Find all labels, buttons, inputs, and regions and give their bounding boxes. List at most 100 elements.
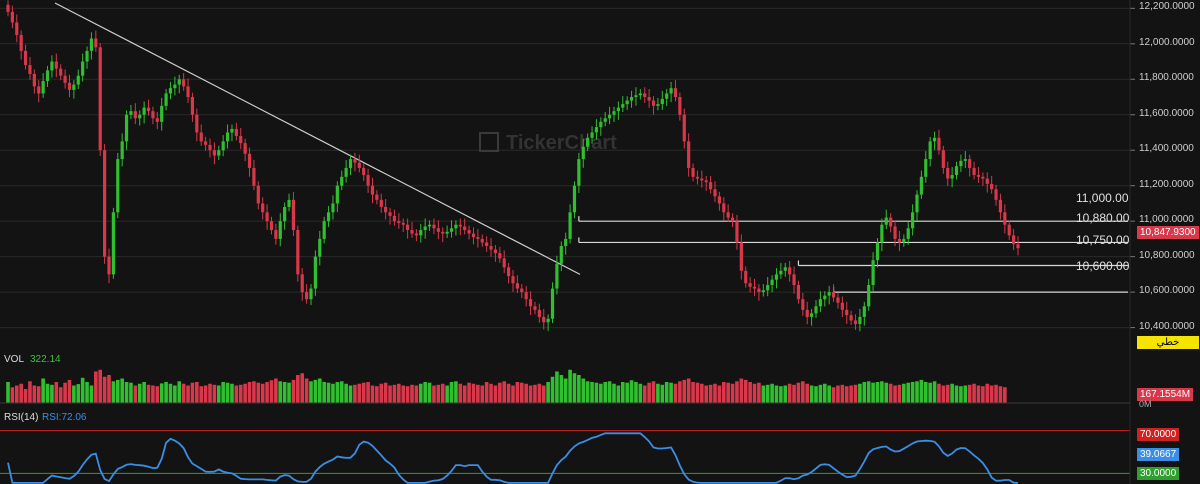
volume-bar: [704, 385, 709, 403]
volume-bar: [190, 382, 195, 403]
volume-bar: [607, 381, 612, 403]
level-label-11000: 11,000.00: [1076, 191, 1129, 205]
volume-bar: [726, 382, 730, 403]
volume-bar: [186, 385, 190, 403]
volume-bar: [805, 383, 810, 403]
candle-down: [493, 249, 498, 254]
volume-bar: [317, 378, 322, 403]
volume-bar: [410, 384, 414, 403]
volume-bar: [304, 378, 309, 403]
volume-bar: [818, 384, 823, 403]
volume-bar: [94, 371, 98, 403]
volume-bar: [348, 385, 353, 403]
volume-bar: [533, 384, 537, 403]
volume-bar: [462, 385, 467, 403]
horizontal-levels[interactable]: [578, 216, 1128, 293]
candle-down: [1016, 244, 1020, 249]
candle-down: [366, 175, 370, 186]
candle-up: [322, 221, 326, 239]
candle-up: [142, 107, 146, 115]
candle-up: [954, 166, 959, 176]
candle-up: [283, 206, 287, 222]
candle-down: [476, 237, 480, 239]
volume-bar: [322, 382, 326, 403]
price-axis-label: 11,200.0000: [1139, 178, 1194, 190]
candle-down: [682, 114, 686, 142]
candle-down: [471, 233, 476, 238]
candle-up: [603, 118, 607, 122]
candle-down: [463, 226, 467, 231]
candle-up: [871, 260, 875, 286]
volume-bar: [230, 383, 234, 403]
volume-bar: [300, 373, 305, 403]
candle-down: [739, 242, 743, 271]
candle-down: [397, 221, 401, 223]
candle-down: [239, 136, 243, 144]
candle-up: [76, 75, 80, 85]
candle-up: [546, 318, 550, 323]
volume-bar: [195, 382, 199, 403]
price-axis-label: 11,600.0000: [1139, 107, 1194, 119]
candle-up: [278, 221, 282, 239]
volume-bar: [238, 384, 243, 403]
candle-up: [599, 121, 603, 128]
downtrend-line[interactable]: [54, 2, 581, 275]
candle-up: [818, 299, 822, 307]
candle-down: [388, 212, 392, 216]
candle-down: [1007, 224, 1011, 236]
volume-bar: [72, 385, 76, 403]
candle-up: [550, 288, 555, 319]
volume-bar: [814, 386, 818, 403]
candle-down: [489, 245, 493, 250]
candle-up: [50, 61, 54, 71]
volume-bar: [691, 382, 695, 403]
volume-bar: [761, 385, 766, 403]
volume-bar: [581, 378, 586, 403]
candle-up: [445, 231, 449, 234]
volume-bar: [831, 387, 836, 403]
candle-down: [252, 167, 256, 186]
linear-scale-tag[interactable]: خطي: [1137, 336, 1199, 349]
volume-bar: [906, 382, 911, 403]
volume-bar: [967, 384, 972, 403]
volume-bar: [313, 379, 318, 403]
candle-up: [120, 141, 124, 160]
volume-bar: [282, 382, 287, 403]
volume-bar: [594, 382, 599, 403]
volume-bar: [550, 376, 555, 403]
candle-up: [959, 160, 963, 167]
volume-bar: [840, 384, 845, 403]
volume-bar: [50, 384, 54, 403]
candle-down: [401, 222, 405, 225]
candle-down: [32, 73, 36, 87]
candle-up: [577, 159, 581, 186]
price-axis-label: 10,600.0000: [1139, 285, 1195, 297]
candle-down: [976, 175, 981, 177]
candle-up: [572, 185, 577, 213]
volume-bar: [647, 382, 651, 403]
candle-down: [37, 86, 41, 94]
volume-bar: [159, 383, 164, 403]
volume-bar: [388, 385, 392, 403]
candle-up: [660, 98, 664, 105]
candle-up: [608, 114, 612, 119]
candle-up: [779, 270, 783, 275]
candle-up: [309, 288, 313, 300]
candle-up: [344, 167, 348, 177]
volume-bar: [625, 382, 629, 403]
volume-bar: [721, 382, 726, 403]
volume-bar: [945, 384, 950, 403]
volume-bar: [787, 383, 792, 403]
candle-down: [678, 97, 682, 115]
volume-bar: [519, 382, 524, 403]
candle-up: [454, 224, 458, 229]
candle-up: [858, 316, 862, 325]
volume-bar: [115, 379, 120, 403]
candle-up: [41, 81, 45, 94]
volume-bar: [252, 381, 256, 403]
candle-down: [998, 199, 1003, 213]
volume-bar: [335, 382, 340, 403]
price-axis-label: 10,800.0000: [1139, 249, 1195, 261]
volume-bar: [502, 381, 507, 403]
